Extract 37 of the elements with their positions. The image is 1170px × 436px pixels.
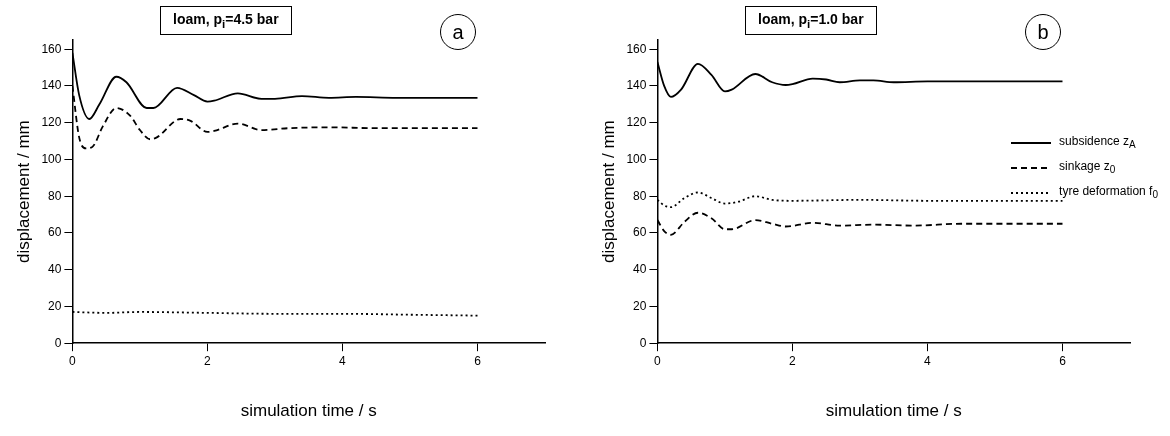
- y-tick-label: 160: [626, 41, 647, 56]
- chart-title: loam, p$_{i}$=1.0 bar: [745, 6, 877, 35]
- x-tick-label: 6: [474, 353, 482, 368]
- legend-label: subsidence z$_{A}$: [1059, 134, 1136, 151]
- y-tick-label: 80: [48, 188, 62, 203]
- y-tick-label: 20: [633, 298, 647, 313]
- x-axis-title: simulation time / s: [240, 401, 377, 421]
- annotation: a: [440, 14, 476, 50]
- y-tick-label: 60: [48, 225, 62, 240]
- y-tick-label: 0: [54, 335, 62, 350]
- y-tick-label: 100: [41, 151, 62, 166]
- y-tick-label: 160: [41, 41, 62, 56]
- x-tick-label: 0: [654, 353, 662, 368]
- x-tick-label: 2: [789, 353, 797, 368]
- annotation: b: [1025, 14, 1061, 50]
- y-axis-title: displacement / mm: [13, 120, 33, 263]
- x-tick-label: 0: [69, 353, 77, 368]
- y-tick-label: 120: [626, 115, 647, 129]
- legend-label: sinkage z$_{0}$: [1059, 159, 1116, 176]
- y-tick-label: 0: [639, 335, 647, 350]
- y-tick-label: 100: [626, 151, 647, 166]
- y-tick-label: 140: [626, 78, 647, 93]
- x-tick-label: 6: [1059, 353, 1067, 368]
- y-tick-label: 40: [48, 262, 62, 277]
- y-tick-label: 80: [633, 188, 647, 203]
- y-tick-label: 120: [41, 115, 62, 129]
- y-axis-title: displacement / mm: [598, 120, 618, 263]
- chart-title: loam, p$_{i}$=4.5 bar: [160, 6, 292, 35]
- x-tick-label: 2: [204, 353, 212, 368]
- x-axis-title: simulation time / s: [825, 401, 962, 421]
- legend-label: tyre deformation f$_{0}$: [1059, 184, 1158, 201]
- y-tick-label: 140: [41, 78, 62, 93]
- y-tick-label: 20: [48, 298, 62, 313]
- y-tick-label: 60: [633, 225, 647, 240]
- x-tick-label: 4: [339, 353, 347, 368]
- x-tick-label: 4: [924, 353, 932, 368]
- y-tick-label: 40: [633, 262, 647, 277]
